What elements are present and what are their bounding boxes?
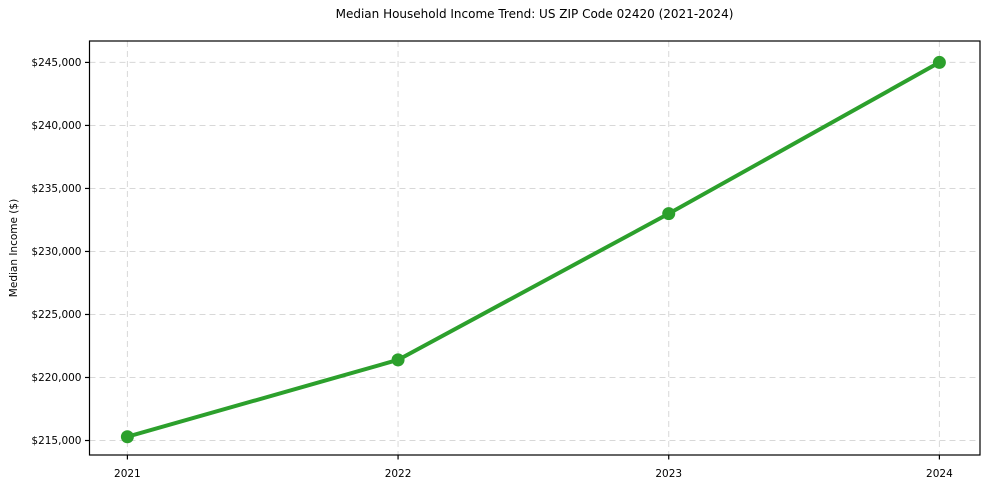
y-tick-label: $225,000: [31, 309, 81, 321]
chart-title: Median Household Income Trend: US ZIP Co…: [335, 7, 734, 21]
y-tick-label: $240,000: [31, 120, 81, 132]
y-tick-label: $215,000: [31, 435, 81, 447]
data-point-2023: [662, 207, 676, 221]
y-axis-label: Median Income ($): [8, 198, 20, 298]
x-tick-label: 2021: [114, 468, 141, 480]
x-tick-label: 2022: [385, 468, 412, 480]
y-tick-label: $220,000: [31, 372, 81, 384]
x-tick-label: 2024: [926, 468, 953, 480]
x-tick-label: 2023: [655, 468, 682, 480]
data-point-2022: [391, 353, 405, 367]
y-tick-label: $245,000: [31, 57, 81, 69]
y-tick-label: $230,000: [31, 246, 81, 258]
trend-line: [125, 60, 942, 439]
data-point-2024: [932, 55, 946, 69]
plot-border: [88, 40, 981, 456]
data-point-2021: [120, 430, 134, 444]
y-tick-label: $235,000: [31, 183, 81, 195]
